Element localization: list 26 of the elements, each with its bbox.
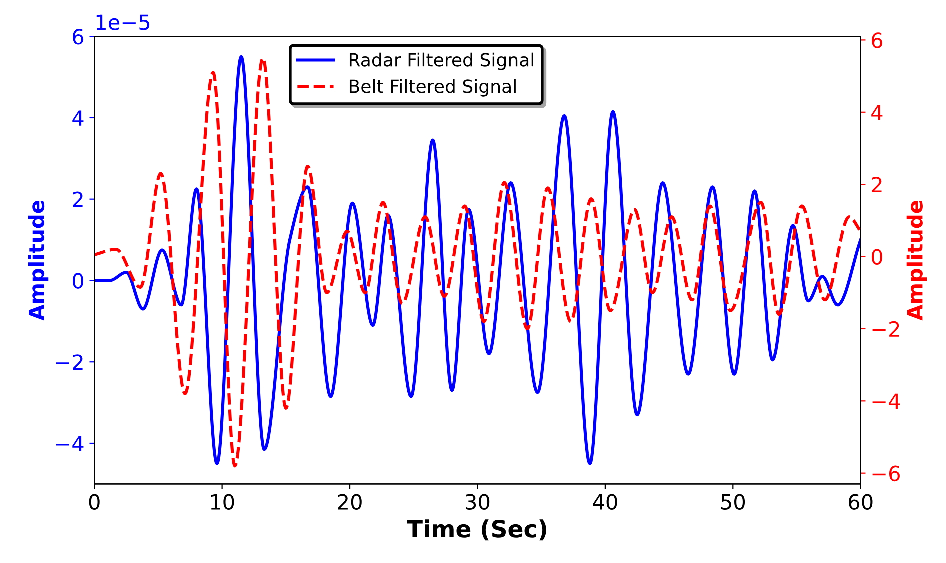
x-tick-label: 50 bbox=[722, 494, 746, 510]
y2-axis-title: Amplitude bbox=[906, 200, 928, 321]
x-tick-label: 0 bbox=[89, 494, 100, 510]
x-tick-label: 20 bbox=[338, 494, 362, 510]
y2-tick-label: −4 bbox=[872, 394, 900, 410]
y-tick-label: −2 bbox=[56, 354, 83, 370]
x-tick-label: 10 bbox=[211, 494, 234, 510]
y-tick-label: 6 bbox=[73, 29, 84, 45]
x-tick-label: 30 bbox=[466, 494, 490, 510]
legend-label: Radar Filtered Signal bbox=[350, 52, 534, 70]
y-tick-label: −4 bbox=[56, 436, 84, 452]
y-tick-label: 4 bbox=[72, 110, 84, 126]
y2-tick-label: −6 bbox=[872, 466, 900, 482]
y2-tick-label: 0 bbox=[872, 249, 882, 265]
y-tick-label: 0 bbox=[72, 273, 84, 289]
x-tick-label: 40 bbox=[593, 494, 618, 510]
text: 1e−5 bbox=[96, 14, 150, 30]
x-tick-label: 60 bbox=[849, 494, 873, 510]
y2-tick-label: 4 bbox=[872, 105, 883, 120]
legend-label: Belt Filtered Signal bbox=[350, 79, 516, 97]
y2-tick-label: 2 bbox=[872, 177, 882, 192]
y-axis-title: Amplitude bbox=[28, 200, 49, 321]
x-axis-title: Time (Sec) bbox=[407, 520, 547, 541]
y-tick-label: 2 bbox=[73, 192, 83, 208]
y2-tick-label: −2 bbox=[872, 321, 900, 337]
y2-tick-label: 6 bbox=[872, 32, 883, 48]
